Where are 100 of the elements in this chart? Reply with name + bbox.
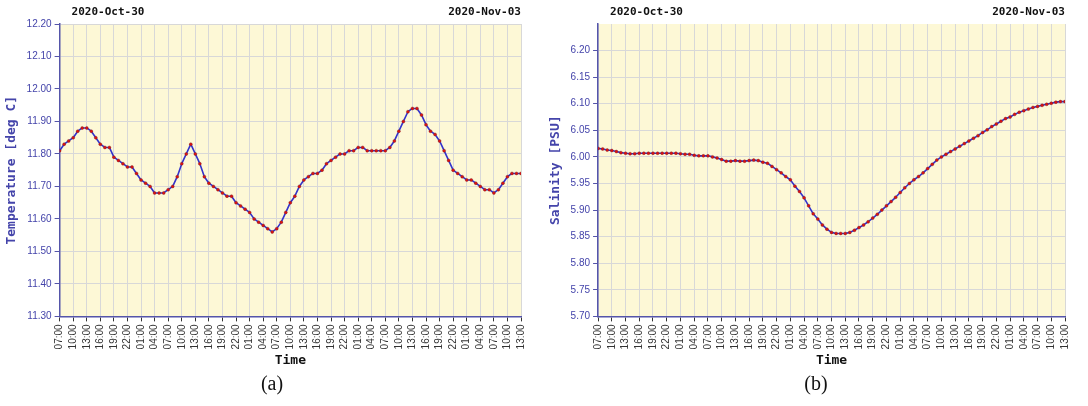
y-axis-title: Salinity [PSU] (547, 115, 563, 225)
x-tick-label: 10:00 (605, 323, 617, 350)
x-tick-label: 01:00 (784, 323, 796, 350)
x-tick-label: 13:00 (80, 323, 92, 350)
x-tick-label: 13:00 (948, 323, 960, 350)
y-tick-label: 12.00 (26, 82, 53, 94)
y-tick-label: 11.60 (27, 212, 53, 224)
x-tick-label: 01:00 (893, 323, 905, 350)
x-tick-label: 01:00 (460, 323, 472, 350)
text: 2020-Nov-03 (448, 5, 521, 19)
x-tick-label: 13:00 (619, 323, 631, 350)
x-tick-label: 16:00 (742, 323, 754, 350)
y-tick-label: 12.10 (26, 50, 53, 62)
x-tick-label: 19:00 (976, 323, 988, 350)
x-tick-label: 13:00 (514, 323, 526, 350)
x-tick-label: 19:00 (216, 323, 228, 350)
x-tick-label: 10:00 (66, 323, 78, 350)
text: 2020-Oct-30 (71, 5, 145, 19)
y-tick-label: 6.00 (570, 150, 591, 162)
x-tick-label: 10:00 (935, 323, 947, 350)
x-tick-label: 22:00 (121, 323, 133, 350)
y-tick-label: 11.80 (27, 147, 53, 159)
y-tick-label: 6.15 (570, 70, 591, 82)
x-tick-label: 07:00 (1031, 323, 1043, 350)
y-tick-label: 11.50 (27, 245, 53, 257)
x-tick-label: 16:00 (202, 323, 214, 350)
x-tick-label: 19:00 (866, 323, 878, 350)
x-tick-label: 07:00 (53, 323, 65, 350)
x-tick-label: 13:00 (297, 323, 309, 350)
y-tick-label: 11.70 (27, 180, 53, 192)
x-tick-label: 13:00 (839, 323, 851, 350)
x-tick-label: 07:00 (161, 323, 173, 350)
y-tick-label: 5.80 (570, 256, 591, 268)
x-tick-label: 07:00 (270, 323, 282, 350)
x-tick-label: 10:00 (175, 323, 187, 350)
x-tick-label: 19:00 (107, 323, 119, 350)
x-tick-label: 16:00 (94, 323, 106, 350)
x-tick-label: 04:00 (1017, 323, 1029, 350)
x-tick-label: 16:00 (311, 323, 323, 350)
y-tick-label: 5.90 (570, 203, 591, 215)
x-tick-label: 10:00 (1045, 323, 1057, 350)
x-tick-label: 01:00 (134, 323, 146, 350)
x-tick-label: 22:00 (446, 323, 458, 350)
text: 2020-Nov-03 (992, 5, 1065, 19)
y-tick-label: 11.30 (27, 310, 53, 322)
x-tick-label: 22:00 (770, 323, 782, 350)
x-tick-label: 16:00 (962, 323, 974, 350)
x-tick-label: 13:00 (189, 323, 201, 350)
y-tick-label: 11.40 (27, 277, 53, 289)
x-tick-label: 04:00 (907, 323, 919, 350)
x-tick-label: 04:00 (797, 323, 809, 350)
y-tick-label: 5.95 (570, 177, 591, 189)
x-tick-label: 04:00 (365, 323, 377, 350)
x-tick-label: 16:00 (852, 323, 864, 350)
x-tick-label: 16:00 (419, 323, 431, 350)
x-tick-label: 10:00 (715, 323, 727, 350)
x-tick-label: 07:00 (379, 323, 391, 350)
y-tick-label: 5.85 (570, 230, 591, 242)
x-tick-label: 22:00 (990, 323, 1002, 350)
x-tick-label: 13:00 (406, 323, 418, 350)
x-tick-label: 07:00 (701, 323, 713, 350)
y-tick-label: 6.10 (570, 97, 591, 109)
x-tick-label: 22:00 (338, 323, 350, 350)
x-axis-title: Time (274, 351, 307, 367)
x-tick-label: 07:00 (921, 323, 933, 350)
y-tick-label: 11.90 (27, 115, 53, 127)
x-tick-label: 22:00 (660, 323, 672, 350)
x-tick-label: 10:00 (284, 323, 296, 350)
x-tick-label: 13:00 (1058, 323, 1070, 350)
x-tick-label: 10:00 (392, 323, 404, 350)
x-axis-title: Time (815, 351, 848, 367)
y-tick-label: 5.70 (570, 310, 591, 322)
x-tick-label: 10:00 (825, 323, 837, 350)
x-tick-label: 19:00 (646, 323, 658, 350)
x-tick-label: 19:00 (756, 323, 768, 350)
x-tick-label: 13:00 (729, 323, 741, 350)
x-tick-label: 01:00 (243, 323, 255, 350)
x-tick-label: 04:00 (148, 323, 160, 350)
x-tick-label: 01:00 (351, 323, 363, 350)
x-tick-label: 19:00 (433, 323, 445, 350)
x-tick-label: 04:00 (474, 323, 486, 350)
text: 2020-Oct-30 (610, 5, 683, 19)
x-tick-label: 07:00 (811, 323, 823, 350)
text: (b) (803, 372, 829, 395)
y-tick-label: 6.05 (570, 124, 591, 136)
x-tick-label: 04:00 (687, 323, 699, 350)
x-tick-label: 22:00 (880, 323, 892, 350)
x-tick-label: 01:00 (674, 323, 686, 350)
y-axis-title: Temperature [deg C] (3, 95, 19, 245)
x-tick-label: 16:00 (633, 323, 645, 350)
x-tick-label: 01:00 (1003, 323, 1015, 350)
x-tick-label: 22:00 (229, 323, 241, 350)
x-tick-label: 07:00 (591, 323, 603, 350)
y-tick-label: 12.20 (26, 17, 53, 29)
x-tick-label: 07:00 (487, 323, 499, 350)
y-tick-label: 5.75 (570, 283, 591, 295)
x-tick-label: 10:00 (501, 323, 513, 350)
x-tick-label: 19:00 (324, 323, 336, 350)
text: (a) (259, 372, 285, 395)
x-tick-label: 04:00 (256, 323, 268, 350)
